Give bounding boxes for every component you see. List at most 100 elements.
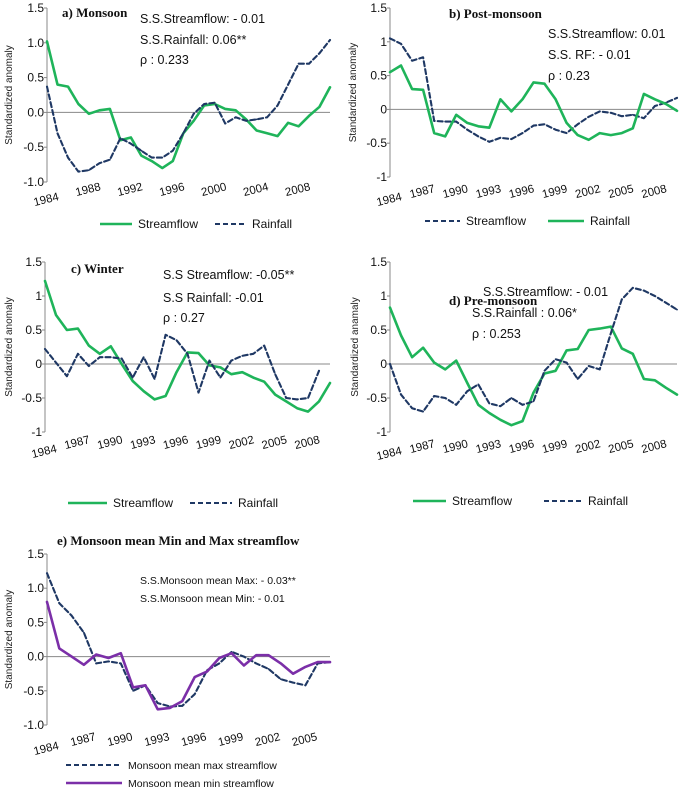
data-point <box>129 142 132 145</box>
x-tick-label: 2005 <box>261 434 289 452</box>
data-point <box>234 109 237 112</box>
data-point <box>389 71 391 74</box>
data-point <box>150 156 153 159</box>
x-tick-label: 1990 <box>442 183 470 201</box>
data-point <box>444 368 447 371</box>
data-point <box>654 379 656 382</box>
y-tick-label: 1.5 <box>370 1 387 15</box>
legend-label: Rainfall <box>588 494 628 508</box>
data-point <box>455 113 458 116</box>
data-point <box>422 88 425 91</box>
data-point <box>422 410 425 413</box>
stat-annotation: S.S.Rainfall : 0.06* <box>472 306 577 320</box>
data-point <box>609 332 612 335</box>
data-point <box>642 117 645 120</box>
data-point <box>267 654 270 657</box>
data-point <box>107 657 110 659</box>
data-point <box>279 662 282 665</box>
data-point <box>400 393 402 396</box>
data-point <box>46 85 48 88</box>
data-point <box>554 128 557 131</box>
data-point <box>171 149 174 152</box>
data-point <box>88 169 90 172</box>
data-point <box>466 382 469 384</box>
data-point <box>181 704 184 707</box>
data-point <box>466 128 469 131</box>
data-point <box>318 52 321 55</box>
data-point <box>193 693 196 696</box>
series-line-monsoon-mean-max-streamflow <box>45 572 332 708</box>
data-point <box>631 113 634 116</box>
data-point <box>276 135 279 137</box>
data-point <box>444 135 447 138</box>
data-point <box>67 85 69 88</box>
y-tick-label: 1 <box>35 289 42 303</box>
chart-panel-e: 1.5 1.0 0.5 0.0 -0.5 -1.0 1984 1987 1990 1993 1996… <box>4 533 332 790</box>
data-point <box>587 365 590 367</box>
data-point <box>543 123 546 126</box>
chart-panel-a: 1.5 1.0 0.5 0.0 -0.5 -1.0 1984 1988 1992 1996 2000… <box>4 1 332 231</box>
y-axis-label: Standardized anamaly <box>350 297 361 397</box>
data-point <box>521 403 524 406</box>
data-point <box>510 424 513 427</box>
data-point <box>389 363 391 365</box>
x-tick-label: 1993 <box>143 731 171 749</box>
data-point <box>255 118 258 121</box>
x-tick-label: 2002 <box>228 434 256 452</box>
y-tick-label: -1 <box>31 425 42 439</box>
data-point <box>161 156 164 159</box>
legend-label: Streamflow <box>138 217 198 231</box>
series-line-rainfall <box>388 64 679 142</box>
data-point <box>55 314 57 316</box>
data-point <box>95 653 98 656</box>
data-point <box>153 398 156 401</box>
data-point <box>197 391 200 394</box>
y-tick-label: -1 <box>376 425 387 439</box>
data-point <box>169 707 171 709</box>
data-point <box>676 393 678 396</box>
y-tick-label: -1 <box>376 170 387 184</box>
data-point <box>58 647 61 650</box>
data-point <box>488 402 491 405</box>
data-point <box>242 664 245 667</box>
x-tick-label: 2000 <box>200 181 228 199</box>
data-point <box>499 136 502 139</box>
y-tick-label: 1.0 <box>27 581 44 595</box>
data-point <box>219 376 222 379</box>
data-point <box>411 88 413 91</box>
data-point <box>129 136 132 139</box>
data-point <box>587 138 590 141</box>
data-point <box>433 119 436 122</box>
data-point <box>296 398 299 401</box>
data-point <box>224 122 227 125</box>
x-tick-label: 2008 <box>640 183 668 201</box>
data-point <box>329 86 331 89</box>
data-point <box>532 81 535 84</box>
data-point <box>642 378 645 380</box>
data-point <box>58 602 61 605</box>
x-tick-label: 1996 <box>508 183 536 201</box>
y-axis-label: Standardized anomaly <box>4 297 15 397</box>
series-line-streamflow <box>45 40 332 170</box>
x-tick-label: 1984 <box>30 443 58 461</box>
x-tick-label: 1993 <box>475 438 503 456</box>
data-point <box>234 116 237 119</box>
data-point <box>218 662 221 665</box>
data-point <box>87 344 90 347</box>
data-point <box>455 403 458 406</box>
data-point <box>66 375 68 378</box>
data-point <box>274 373 277 376</box>
data-point <box>477 383 480 386</box>
data-point <box>598 110 601 113</box>
data-point <box>676 308 678 311</box>
data-point <box>263 380 266 383</box>
y-axis-label: Standardized anomaly <box>4 590 15 690</box>
data-point <box>466 122 469 124</box>
data-point <box>389 37 391 40</box>
legend-label: Rainfall <box>590 214 630 228</box>
legend-label: Monsoon mean max streamflow <box>128 760 277 772</box>
data-point <box>554 369 557 372</box>
x-tick-label: 1990 <box>106 731 134 749</box>
data-point <box>156 708 159 711</box>
data-point <box>433 361 436 364</box>
